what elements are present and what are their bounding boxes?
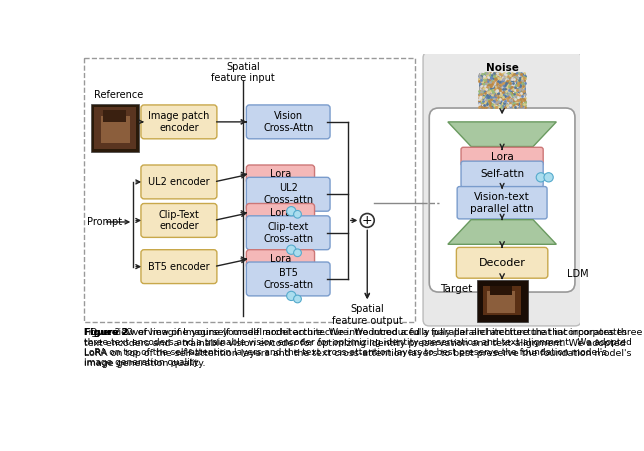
Bar — [479, 73, 526, 107]
Text: Prompt: Prompt — [88, 217, 122, 227]
Text: Self-attn: Self-attn — [480, 169, 524, 179]
Text: image generation quality.: image generation quality. — [84, 358, 201, 367]
FancyBboxPatch shape — [141, 105, 217, 139]
Bar — [100, 116, 130, 143]
Circle shape — [536, 173, 545, 182]
FancyBboxPatch shape — [141, 203, 217, 237]
Text: UL2
Cross-attn: UL2 Cross-attn — [263, 184, 313, 205]
FancyBboxPatch shape — [430, 108, 575, 292]
FancyBboxPatch shape — [457, 248, 548, 278]
Text: Overview of Imagine yourself model architecture. We introduced a fully parallel : Overview of Imagine yourself model archi… — [84, 328, 643, 368]
Circle shape — [360, 213, 374, 227]
Text: Lora: Lora — [491, 152, 513, 161]
Text: Lora: Lora — [270, 208, 291, 218]
Text: UL2 encoder: UL2 encoder — [148, 177, 210, 187]
Circle shape — [544, 173, 553, 182]
FancyBboxPatch shape — [247, 262, 330, 296]
FancyBboxPatch shape — [247, 177, 330, 211]
Bar — [477, 280, 527, 322]
Text: Clip-text
Cross-attn: Clip-text Cross-attn — [263, 222, 313, 244]
Text: Image patch
encoder: Image patch encoder — [148, 111, 209, 133]
Circle shape — [294, 249, 301, 257]
Text: Noise: Noise — [486, 63, 518, 74]
Text: BT5 encoder: BT5 encoder — [148, 262, 210, 272]
Text: Vision
Cross-Attn: Vision Cross-Attn — [263, 111, 314, 133]
FancyBboxPatch shape — [461, 147, 543, 166]
Text: LDM: LDM — [567, 269, 589, 279]
Text: Spatial
feature input: Spatial feature input — [211, 62, 275, 83]
FancyBboxPatch shape — [247, 165, 314, 184]
Text: BT5
Cross-attn: BT5 Cross-attn — [263, 268, 313, 290]
Circle shape — [287, 245, 296, 254]
Bar — [91, 104, 139, 152]
FancyBboxPatch shape — [141, 250, 217, 284]
Bar — [103, 110, 126, 122]
Text: Vision-text
parallel attn: Vision-text parallel attn — [470, 192, 534, 213]
Text: Decoder: Decoder — [478, 258, 526, 268]
Circle shape — [287, 207, 296, 216]
Text: Figure 2: Figure 2 — [84, 328, 129, 337]
Bar — [483, 286, 522, 315]
Text: Lora: Lora — [270, 169, 291, 179]
Text: Figure 2: Figure 2 — [84, 328, 129, 337]
FancyBboxPatch shape — [247, 203, 314, 222]
FancyBboxPatch shape — [247, 216, 330, 250]
Bar — [488, 291, 515, 313]
FancyBboxPatch shape — [247, 105, 330, 139]
Bar — [491, 286, 512, 295]
Circle shape — [294, 211, 301, 218]
FancyBboxPatch shape — [247, 250, 314, 268]
Text: Lora: Lora — [270, 254, 291, 264]
FancyBboxPatch shape — [461, 161, 543, 187]
Circle shape — [287, 291, 296, 300]
Text: ⁠⁠Figure 2  Overview of Imagine yourself model architecture. We introduced a ful: ⁠⁠Figure 2 Overview of Imagine yourself … — [84, 328, 627, 337]
Text: Reference: Reference — [95, 90, 144, 100]
Text: three text encoders and a trainable vision encoder for optimizing identity prese: three text encoders and a trainable visi… — [84, 338, 632, 347]
Text: Target: Target — [440, 284, 472, 294]
FancyBboxPatch shape — [141, 165, 217, 199]
Text: LoRA on top of the self-attention layers and the text cross-attention layers to : LoRA on top of the self-attention layers… — [84, 348, 607, 357]
FancyBboxPatch shape — [457, 187, 547, 219]
Bar — [95, 107, 137, 149]
Text: +: + — [362, 214, 373, 227]
Polygon shape — [448, 220, 556, 244]
Text: Spatial
feature output: Spatial feature output — [332, 304, 402, 326]
FancyBboxPatch shape — [423, 52, 581, 326]
Circle shape — [294, 295, 301, 303]
Polygon shape — [448, 122, 556, 147]
Text: Clip-Text
encoder: Clip-Text encoder — [158, 210, 200, 231]
